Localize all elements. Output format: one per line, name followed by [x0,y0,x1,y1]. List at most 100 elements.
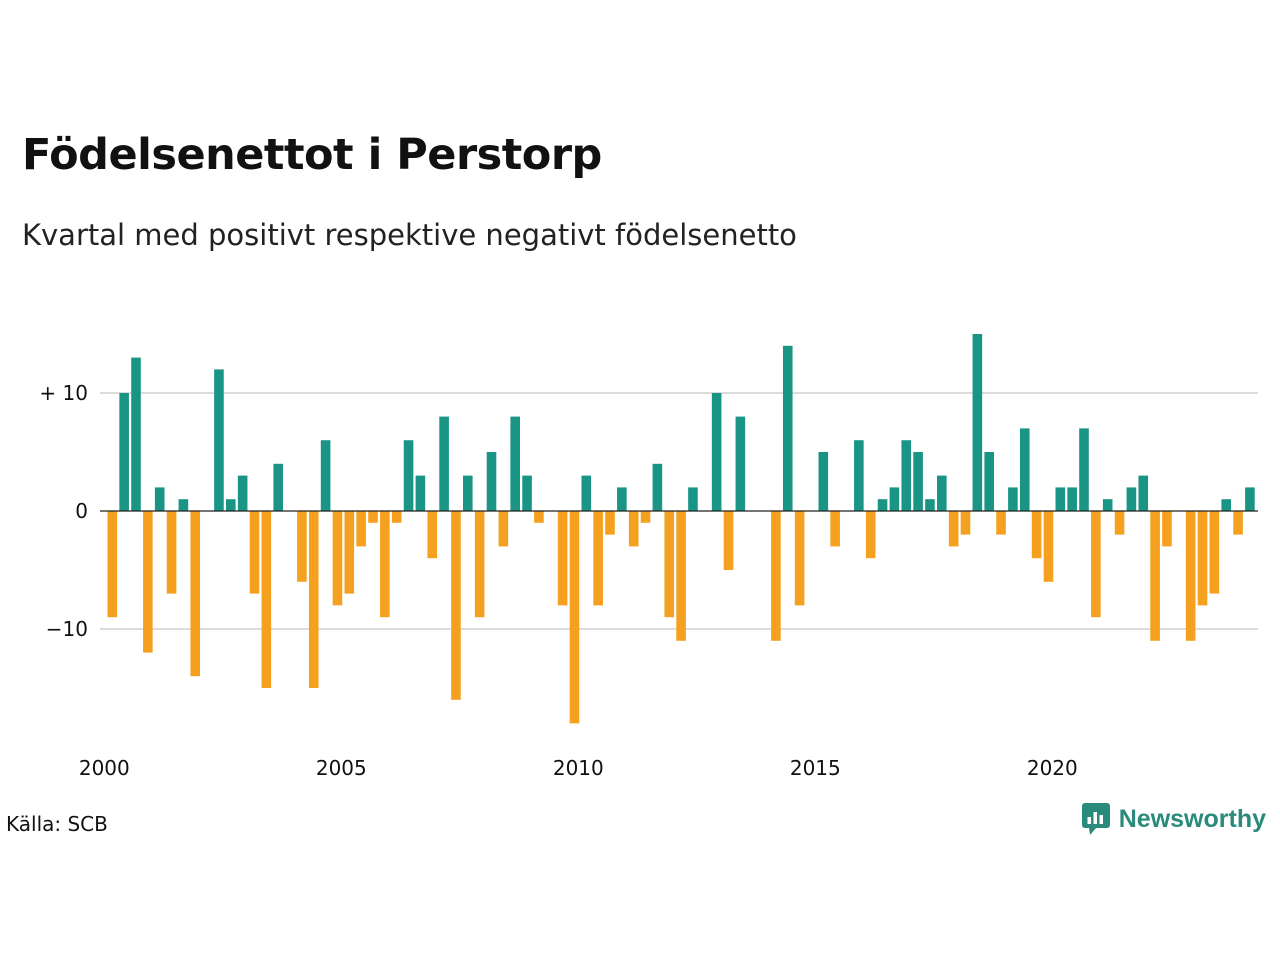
bars [107,334,1255,724]
bar-negative [190,511,201,677]
bar-positive [486,452,497,511]
bar-negative [1185,511,1196,641]
bar-negative [451,511,461,700]
bar-negative [569,511,580,724]
bar-positive [854,440,864,511]
bar-positive [617,487,627,511]
bar-positive [688,487,698,511]
bar-positive [818,452,829,511]
bar-positive [937,475,947,511]
brand-name: Newsworthy [1118,804,1266,833]
bar-negative [143,511,153,653]
x-tick-label: 2005 [316,756,367,780]
bar-negative [948,511,959,547]
bar-negative [391,511,402,523]
x-tick-label: 2020 [1027,756,1078,780]
bar-positive [889,487,900,511]
bar-negative [356,511,366,547]
bar-positive [711,393,722,511]
bar-negative [605,511,615,535]
bar-positive [652,463,663,511]
bar-positive [320,440,331,511]
bar-positive [415,475,426,511]
bar-positive [226,499,236,511]
x-axis-ticks: 2000 2005 2010 2015 2020 [79,756,1078,780]
bar-positive [463,475,473,511]
bar-positive [403,440,414,511]
bar-negative [557,511,568,606]
bar-negative [865,511,876,559]
bar-negative [593,511,603,606]
bar-positive [1102,499,1113,511]
bar-negative [498,511,509,547]
bar-negative [1209,511,1220,594]
bar-negative [308,511,319,688]
bar-positive [1008,487,1018,511]
bar-positive [913,452,923,511]
y-tick-label: 0 [75,499,88,523]
bar-negative [830,511,840,547]
bar-negative [344,511,355,594]
bar-positive [877,499,888,511]
bar-positive [782,345,793,511]
bar-negative [676,511,686,641]
bar-positive [119,393,129,511]
bar-negative [427,511,438,559]
bar-negative [996,511,1006,535]
bar-negative [249,511,260,594]
bar-positive [972,334,983,511]
bar-negative [1233,511,1243,535]
bar-positive [1067,487,1077,511]
newsworthy-logo-icon [1081,803,1110,835]
y-axis-ticks: + 10 0 −10 [39,381,88,641]
bar-negative [628,511,639,547]
bar-positive [581,475,592,511]
bar-positive [522,475,532,511]
bar-positive [510,416,520,511]
bar-positive [925,499,935,511]
bar-positive [1079,428,1089,511]
bar-positive [1138,475,1149,511]
bar-positive [1245,487,1255,511]
bar-negative [723,511,734,570]
x-tick-label: 2000 [79,756,130,780]
bar-negative [640,511,651,523]
bar-negative [368,511,378,523]
bar-negative [1043,511,1054,582]
bar-positive [178,499,189,511]
bar-positive [1221,499,1231,511]
source-note: Källa: SCB [6,812,108,836]
brand-logo[interactable]: Newsworthy [1081,802,1266,836]
bar-negative [332,511,343,606]
bar-negative [297,511,307,582]
bar-positive [984,452,994,511]
bar-negative [166,511,177,594]
bar-negative [474,511,485,618]
bar-positive [273,463,283,511]
bar-positive [439,416,449,511]
bar-negative [1197,511,1208,606]
bar-positive [1019,428,1030,511]
chart-title: Födelsenettot i Perstorp [22,130,602,180]
x-tick-label: 2015 [790,756,841,780]
x-tick-label: 2010 [553,756,604,780]
bar-negative [1150,511,1160,641]
bar-negative [107,511,118,618]
bar-positive [901,440,912,511]
bar-negative [1114,511,1125,535]
bar-negative [1162,511,1172,547]
bar-negative [534,511,544,523]
bar-negative [664,511,675,618]
bar-positive [1126,487,1137,511]
bar-negative [380,511,390,618]
bar-positive [1055,487,1066,511]
chart-subtitle: Kvartal med positivt respektive negativt… [22,218,797,252]
bar-negative [771,511,781,641]
bar-negative [1031,511,1042,559]
bar-positive [214,369,224,511]
bar-positive [154,487,165,511]
bar-negative [960,511,971,535]
bar-negative [1091,511,1101,618]
y-tick-label: + 10 [39,381,88,405]
